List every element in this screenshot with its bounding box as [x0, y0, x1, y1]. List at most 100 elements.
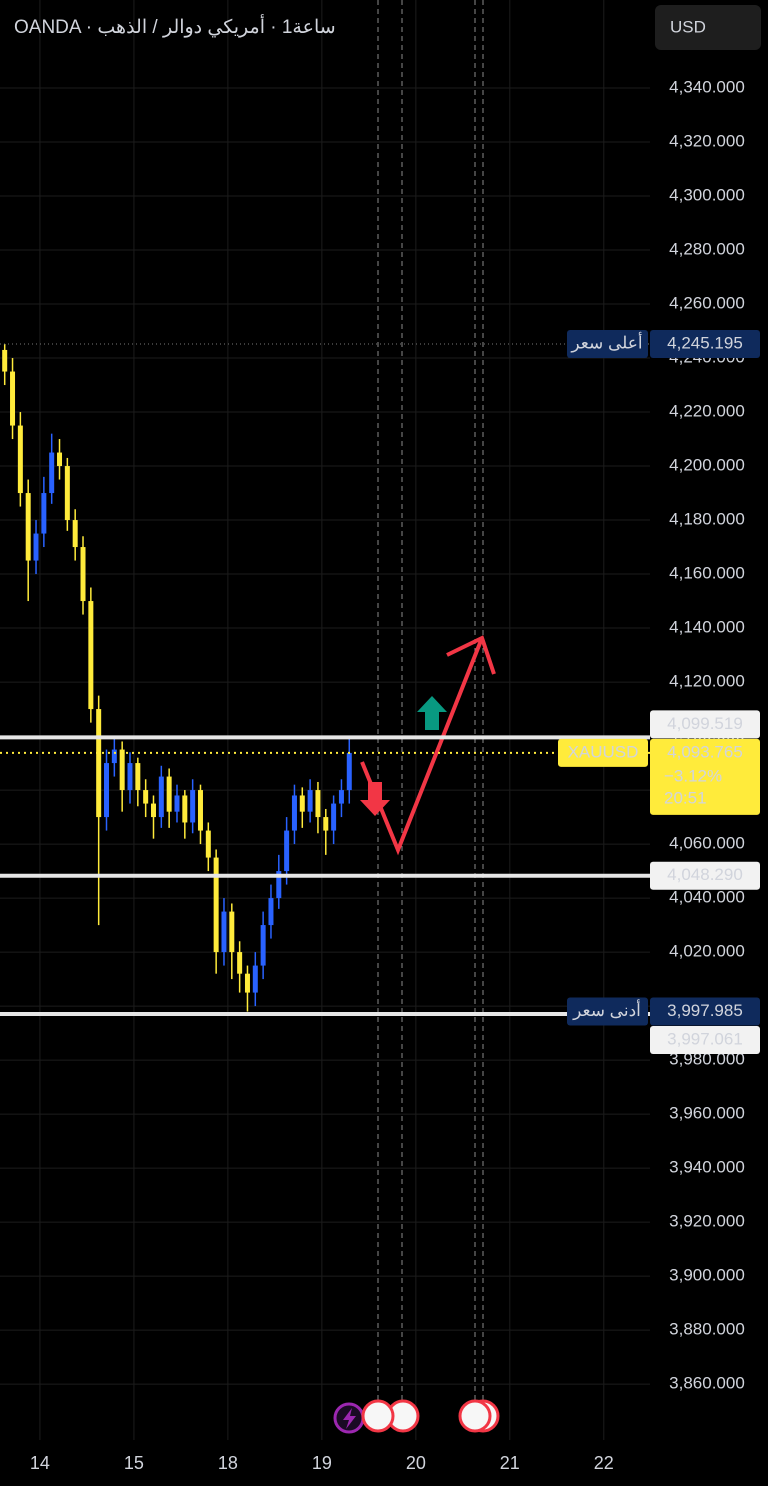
low-price: 3,997.985 [667, 1001, 743, 1020]
candle-body [346, 752, 352, 791]
candle-body [166, 776, 172, 812]
candle-body [143, 790, 149, 804]
candle-body [323, 817, 329, 831]
candle-body [104, 763, 110, 818]
candle-body [229, 911, 235, 953]
y-tick-label: 4,300.000 [669, 186, 745, 205]
event-icon [361, 1399, 395, 1433]
candle-body [268, 898, 274, 926]
symbol-badge [558, 738, 648, 767]
candle-body [244, 973, 250, 993]
plot [2, 344, 352, 1012]
candle-body [260, 925, 266, 966]
candle-body [127, 763, 133, 791]
candle-body [284, 830, 290, 872]
candle-body [111, 749, 117, 764]
candle-body [119, 749, 125, 791]
y-tick-label: 3,880.000 [669, 1320, 745, 1339]
x-tick-label: 22 [594, 1453, 614, 1473]
y-tick-label: 4,040.000 [669, 888, 745, 907]
candle-body [80, 547, 86, 602]
candle-body [2, 349, 8, 372]
candle-body [96, 709, 102, 818]
candle-body [197, 790, 203, 831]
high-price: 4,245.195 [667, 333, 743, 352]
symbol-label: XAUUSD [568, 742, 639, 761]
high-price-badge [650, 330, 760, 359]
chart-title: OANDA · بهذلا / رلاود يكيرمأ · 1ةعاس [14, 13, 336, 38]
y-tick-label: 4,340.000 [669, 78, 745, 97]
line-price-badge [650, 710, 760, 739]
y-tick-label: 3,980.000 [669, 1050, 745, 1069]
y-tick-label: 4,120.000 [669, 672, 745, 691]
line-price: 3,997.061 [667, 1030, 743, 1049]
candle-body [17, 425, 23, 494]
y-tick-label: 3,860.000 [669, 1374, 745, 1393]
sell-arrow [360, 782, 390, 816]
candle-body [174, 795, 180, 812]
line-price: 4,048.290 [667, 865, 743, 884]
candle-body [338, 790, 344, 804]
candle-body [25, 493, 31, 561]
candle-body [315, 790, 321, 818]
buy-arrow [417, 696, 447, 730]
y-tick-label: 4,180.000 [669, 510, 745, 529]
high-badge-label: أعلى سعر [570, 331, 642, 353]
currency-label[interactable]: USD [670, 17, 706, 36]
event-icon [458, 1399, 492, 1433]
candle-body [307, 790, 313, 812]
y-tick-label: 4,140.000 [669, 618, 745, 637]
event-icons [333, 1399, 500, 1434]
low-price-badge [650, 997, 760, 1026]
y-tick-label: 3,900.000 [669, 1266, 745, 1285]
candle-body [88, 601, 94, 710]
price-change: −3.12% [664, 766, 722, 785]
candle-body [221, 911, 227, 953]
candle-body [10, 371, 16, 426]
y-tick-label: 3,960.000 [669, 1104, 745, 1123]
y-tick-label: 3,920.000 [669, 1212, 745, 1231]
drawing [360, 635, 496, 856]
candle-body [291, 795, 297, 831]
x-tick-label: 18 [218, 1453, 238, 1473]
candle-body [57, 452, 63, 467]
event-lines [377, 0, 484, 1405]
y-tick-label: 4,320.000 [669, 132, 745, 151]
low-badge [567, 997, 648, 1026]
candle-body [41, 493, 47, 534]
candle-body [64, 466, 70, 521]
high-badge [567, 330, 648, 359]
candle-body [158, 776, 164, 818]
y-tick-label: 3,940.000 [669, 1158, 745, 1177]
candle-body [72, 520, 78, 548]
forecast-arrowhead [446, 635, 496, 675]
candle-body [49, 452, 55, 494]
x-tick-label: 20 [406, 1453, 426, 1473]
low-badge-label: أدنى سعر [572, 999, 641, 1021]
x-tick-label: 15 [124, 1453, 144, 1473]
y-tick-label: 4,020.000 [669, 942, 745, 961]
y-tick-label: 4,160.000 [669, 564, 745, 583]
candle-body [182, 795, 188, 823]
candle-body [276, 871, 282, 899]
candle-body [252, 965, 258, 993]
overlay: أعلى سعر 4,245.195 4,099.519 4,048.290 3,997… [0, 330, 760, 1055]
x-tick-label: 19 [312, 1453, 332, 1473]
candle-body [190, 790, 196, 823]
candle-body [33, 533, 39, 561]
y-tick-label: 4,260.000 [669, 294, 745, 313]
candle-body [150, 803, 156, 818]
current-price-badge [650, 738, 760, 815]
candle-body [237, 952, 243, 974]
x-tick-label: 14 [30, 1453, 50, 1473]
line-price: 4,099.519 [667, 714, 743, 733]
candle-body [213, 857, 219, 953]
y-tick-label: 4,060.000 [669, 834, 745, 853]
candle-body [135, 763, 141, 791]
current-price: 4,093.765 [667, 742, 743, 761]
currency-button[interactable] [655, 5, 761, 50]
y-tick-label: 4,200.000 [669, 456, 745, 475]
line-price-badge [650, 861, 760, 890]
